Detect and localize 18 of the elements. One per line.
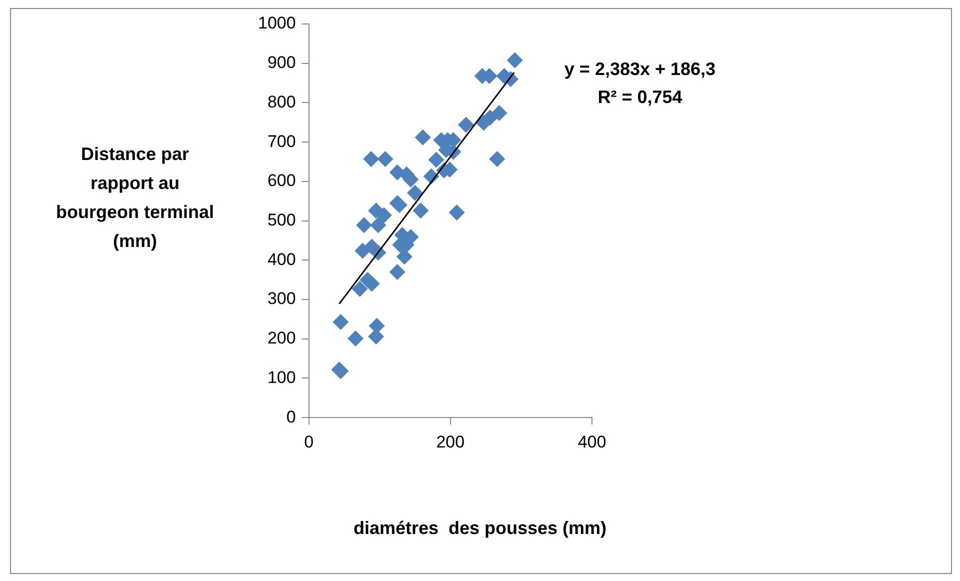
y-tick-label: 0 <box>286 407 296 426</box>
y-tick-label: 600 <box>267 171 296 190</box>
y-tick-label: 900 <box>267 53 296 72</box>
x-tick-label: 0 <box>304 432 314 452</box>
y-tick-label: 100 <box>267 368 296 387</box>
x-tick-label: 400 <box>578 432 606 452</box>
y-tick-label: 300 <box>267 289 296 308</box>
y-tick-label: 1000 <box>258 14 296 33</box>
y-tick-label: 200 <box>267 328 296 348</box>
x-axis-title: diamétres des pousses (mm) <box>352 518 608 539</box>
annotation: y = 2,383x + 186,3 <box>563 58 717 81</box>
x-tick-label: 200 <box>436 432 465 452</box>
y-axis-title: Distance par rapport au bourgeon terminal (mm) <box>54 143 215 253</box>
text: R² = 0,754 <box>596 86 684 109</box>
y-tick-label: 800 <box>267 92 296 112</box>
y-tick-label: 400 <box>267 250 296 269</box>
y-tick-label: 500 <box>267 210 296 230</box>
y-tick-label: 700 <box>267 132 296 151</box>
